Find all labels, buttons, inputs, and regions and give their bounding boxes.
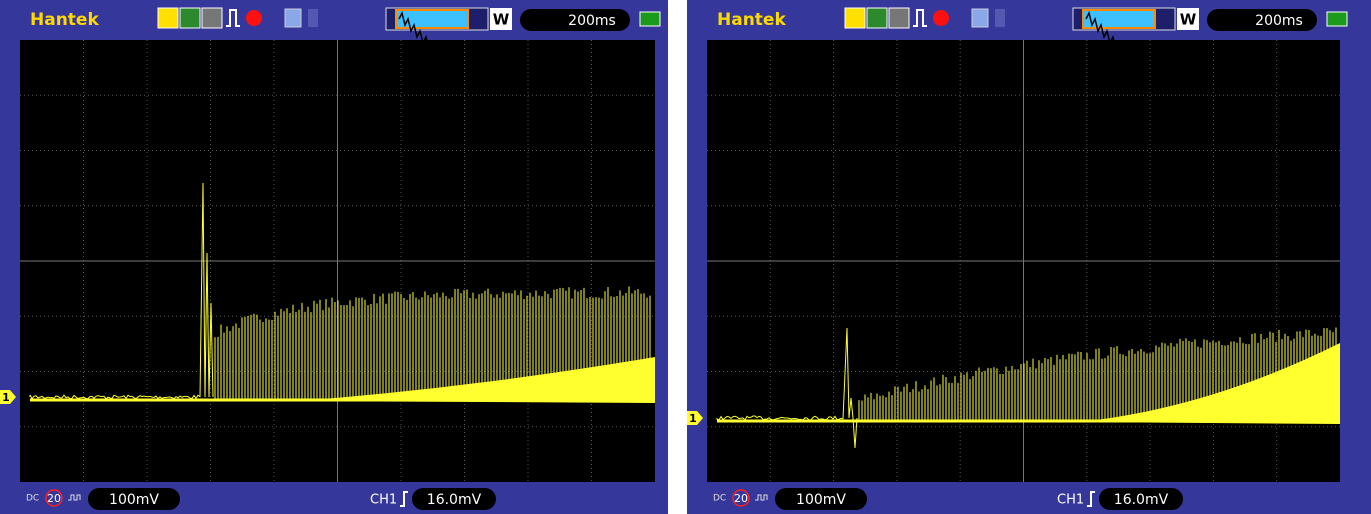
memory-window	[396, 10, 468, 28]
trigger: 16.0mV	[427, 492, 482, 508]
oscilloscope-screenshots: Hantek W 200ms 1 DC 20 100mV CH1 16.0mV Hantek W 20…	[0, 0, 1371, 514]
icon-print	[308, 9, 318, 27]
icon-save	[972, 9, 988, 27]
icon-record	[246, 10, 262, 26]
icon-hand	[202, 8, 222, 28]
icon-ramp	[180, 8, 200, 28]
icon-hand	[889, 8, 909, 28]
trigger: 16.0mV	[1114, 492, 1169, 508]
timebase: 200ms	[1255, 13, 1303, 29]
scope-screen: Hantek W 200ms 1 DC 20 100mV CH1 16.0mV	[0, 0, 668, 514]
icon-print	[995, 9, 1005, 27]
battery	[640, 12, 660, 26]
scope-screen: Hantek W 200ms 1 DC 20 100mV CH1 16.0mV	[687, 0, 1371, 514]
channel: CH1	[1057, 493, 1084, 508]
battery	[1327, 12, 1347, 26]
coupling: DC	[713, 494, 726, 504]
marker: 1	[2, 391, 10, 404]
memory-window	[1083, 10, 1155, 28]
brand: Hantek	[717, 10, 786, 30]
volts: 100mV	[796, 492, 846, 508]
mode: W	[493, 11, 510, 29]
timebase: 200ms	[568, 13, 616, 29]
icon-record	[933, 10, 949, 26]
bandwidth: 20	[47, 492, 61, 505]
volts: 100mV	[109, 492, 159, 508]
coupling: DC	[26, 494, 39, 504]
icon-ramp	[867, 8, 887, 28]
channel: CH1	[370, 493, 397, 508]
marker: 1	[689, 412, 697, 425]
mode: W	[1180, 11, 1197, 29]
icon-wave	[158, 8, 178, 28]
bandwidth: 20	[734, 492, 748, 505]
icon-wave	[845, 8, 865, 28]
icon-save	[285, 9, 301, 27]
brand: Hantek	[30, 10, 99, 30]
